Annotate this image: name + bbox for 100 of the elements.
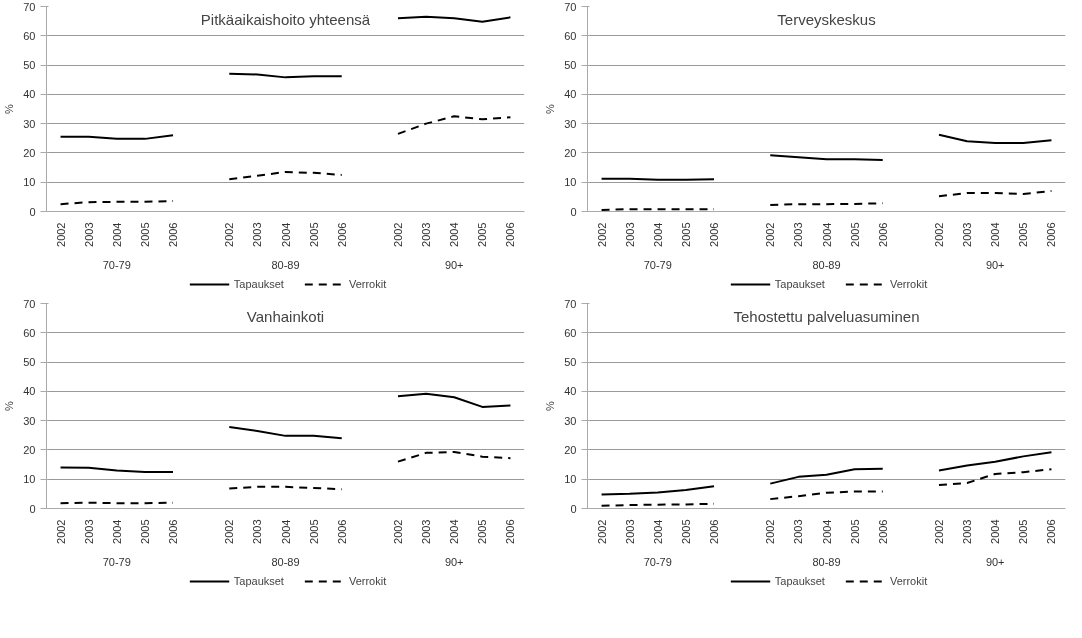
- x-tick-label: 2004: [820, 519, 833, 544]
- x-tick-label: 2004: [989, 519, 1002, 544]
- x-tick-label: 2005: [307, 519, 320, 544]
- text: 70-79: [643, 555, 672, 568]
- x-tick-label: 2003: [961, 222, 974, 247]
- x-tick-label: 2004: [448, 222, 461, 247]
- x-tick-label: 2002: [764, 222, 777, 247]
- x-tick-label: 2006: [1045, 519, 1058, 544]
- x-tick-label: 2002: [391, 222, 404, 247]
- y-tick-label: 10: [23, 473, 36, 486]
- x-tick-label: 2006: [167, 519, 180, 544]
- x-tick-label: 2003: [420, 222, 433, 247]
- x-tick-label: 2003: [961, 519, 974, 544]
- x-tick-label: 2005: [476, 519, 489, 544]
- x-tick-label: 2005: [679, 222, 692, 247]
- x-tick-label: 2006: [167, 222, 180, 247]
- y-tick-label: 50: [23, 356, 36, 369]
- y-tick-label: 60: [564, 29, 577, 42]
- x-tick-label: 2006: [504, 519, 517, 544]
- x-tick-label: 2002: [54, 519, 67, 544]
- y-tick-label: 30: [564, 414, 577, 427]
- x-tick-label: 2006: [708, 222, 721, 247]
- y-tick-label: 20: [23, 443, 36, 456]
- y-tick-label: 40: [564, 385, 577, 398]
- y-tick-label: 0: [29, 502, 36, 515]
- y-tick-label: 60: [23, 29, 36, 42]
- x-tick-label: 2005: [848, 519, 861, 544]
- y-tick-label: 20: [564, 146, 577, 159]
- chart-title: Terveyskeskus: [777, 10, 876, 28]
- x-tick-label: 2006: [876, 519, 889, 544]
- y-axis-title: %: [544, 103, 557, 114]
- x-tick-label: 2002: [595, 222, 608, 247]
- y-tick-label: 70: [23, 0, 36, 13]
- x-tick-label: 2004: [989, 222, 1002, 247]
- x-tick-label: 2003: [251, 222, 264, 247]
- x-tick-label: 2002: [391, 519, 404, 544]
- x-tick-label: 2004: [110, 222, 123, 247]
- x-tick-label: 2005: [307, 222, 320, 247]
- x-tick-label: 2006: [708, 519, 721, 544]
- y-tick-label: 10: [564, 176, 577, 189]
- x-tick-label: 2003: [792, 222, 805, 247]
- x-tick-label: 2003: [792, 519, 805, 544]
- legend-label: Verrokit: [889, 575, 928, 587]
- x-tick-label: 2002: [595, 519, 608, 544]
- x-tick-label: 2002: [223, 222, 236, 247]
- text: 70-79: [102, 258, 131, 271]
- y-tick-label: 40: [23, 385, 36, 398]
- x-tick-label: 2006: [335, 519, 348, 544]
- x-tick-label: 2003: [82, 519, 95, 544]
- y-tick-label: 50: [564, 59, 577, 72]
- x-tick-label: 2005: [1017, 222, 1030, 247]
- y-tick-label: 50: [23, 59, 36, 72]
- x-tick-label: 2004: [448, 519, 461, 544]
- legend-label: Verrokit: [348, 278, 387, 290]
- y-tick-label: 70: [564, 0, 577, 13]
- x-tick-label: 2005: [679, 519, 692, 544]
- y-tick-label: 40: [23, 88, 36, 101]
- x-tick-label: 2005: [476, 222, 489, 247]
- x-tick-label: 2003: [623, 519, 636, 544]
- text: 90+: [444, 258, 464, 271]
- text: 90+: [985, 258, 1005, 271]
- x-tick-label: 2004: [279, 519, 292, 544]
- x-tick-label: 2005: [848, 222, 861, 247]
- y-tick-label: 20: [23, 146, 36, 159]
- legend-label: Verrokit: [889, 278, 928, 290]
- y-tick-label: 30: [23, 117, 36, 130]
- x-tick-label: 2003: [623, 222, 636, 247]
- chart-title: Pitkäaikaishoito yhteensä: [200, 10, 371, 28]
- x-tick-label: 2002: [932, 222, 945, 247]
- y-axis-title: %: [3, 400, 16, 411]
- y-tick-label: 70: [23, 297, 36, 310]
- y-tick-label: 30: [564, 117, 577, 130]
- y-tick-label: 30: [23, 414, 36, 427]
- text: 90+: [985, 555, 1005, 568]
- y-tick-label: 70: [564, 297, 577, 310]
- x-tick-label: 2006: [504, 222, 517, 247]
- y-axis-title: %: [544, 400, 557, 411]
- x-tick-label: 2005: [138, 519, 151, 544]
- x-tick-label: 2004: [279, 222, 292, 247]
- y-tick-label: 40: [564, 88, 577, 101]
- x-tick-label: 2002: [764, 519, 777, 544]
- x-tick-label: 2004: [651, 222, 664, 247]
- x-tick-label: 2004: [110, 519, 123, 544]
- x-tick-label: 2005: [1017, 519, 1030, 544]
- legend-label: Tapaukset: [774, 278, 825, 290]
- x-tick-label: 2003: [251, 519, 264, 544]
- legend-label: Tapaukset: [774, 575, 825, 587]
- x-tick-label: 2002: [223, 519, 236, 544]
- legend-label: Tapaukset: [233, 575, 284, 587]
- x-tick-label: 2004: [651, 519, 664, 544]
- x-tick-label: 2006: [876, 222, 889, 247]
- x-tick-label: 2006: [1045, 222, 1058, 247]
- text: 80-89: [812, 555, 841, 568]
- y-tick-label: 60: [564, 326, 577, 339]
- legend-label: Verrokit: [348, 575, 387, 587]
- y-tick-label: 0: [29, 205, 36, 218]
- x-tick-label: 2004: [820, 222, 833, 247]
- y-tick-label: 0: [570, 205, 577, 218]
- x-tick-label: 2003: [82, 222, 95, 247]
- text: 80-89: [812, 258, 841, 271]
